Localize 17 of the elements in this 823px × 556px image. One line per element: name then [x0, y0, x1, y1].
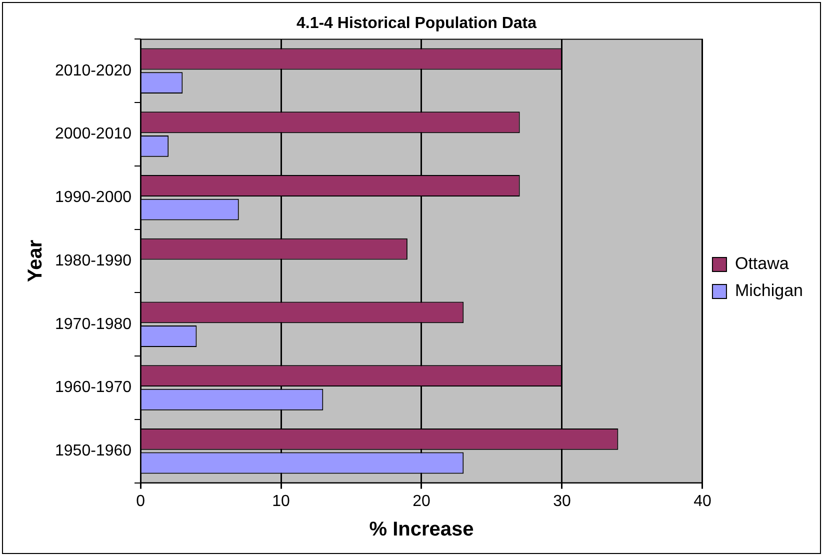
x-tick-label: 20: [412, 492, 430, 510]
y-tick-label: 1970-1980: [55, 316, 132, 333]
y-tick-label: 1950-1960: [55, 442, 132, 460]
x-axis-title: % Increase: [369, 518, 474, 541]
y-axis-title: Year: [24, 240, 47, 282]
x-tick-label: 40: [694, 492, 712, 510]
y-tick-label: 1960-1970: [55, 379, 132, 396]
y-tick-label: 1980-1990: [55, 252, 132, 270]
x-tick-label: 30: [553, 492, 571, 510]
chart-title: 4.1-4 Historical Population Data: [296, 15, 537, 32]
y-tick-label: 2000-2010: [55, 126, 132, 143]
x-tick-label: 10: [272, 492, 290, 510]
legend-label: Michigan: [734, 281, 804, 300]
y-tick-label: 1990-2000: [55, 189, 132, 206]
y-tick-label: 2010-2020: [55, 62, 132, 80]
legend-label: Ottawa: [734, 254, 790, 274]
x-tick-label: 0: [136, 492, 146, 510]
